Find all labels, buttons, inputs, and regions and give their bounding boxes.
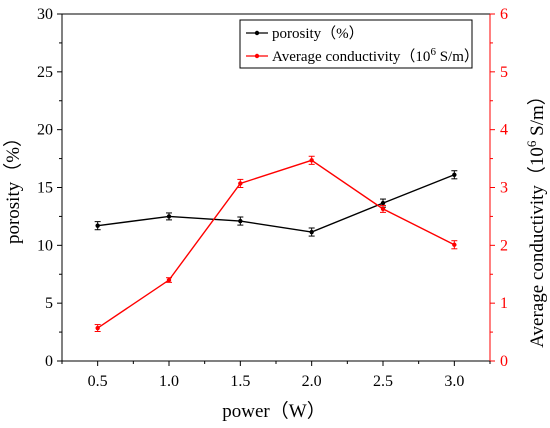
legend-label-porosity: porosity（%）: [272, 25, 364, 42]
left-y-axis-title: porosity（%）: [2, 128, 24, 244]
porosity-point-4: [380, 200, 386, 206]
series-layer: [94, 155, 458, 333]
left-tick-label-3: 15: [37, 180, 53, 197]
legend-box: [239, 19, 473, 69]
left-tick-label-1: 5: [45, 295, 53, 312]
porosity-point-5: [452, 172, 457, 177]
right-tick-label-1: 1: [500, 295, 508, 312]
left-tick-label-0: 0: [45, 353, 53, 370]
right-y-axis-title-rest: S/m）: [526, 86, 548, 140]
x-axis-title: power（W）: [222, 400, 325, 422]
right-tick-label-4: 4: [500, 122, 508, 139]
right-tick-label-0: 0: [500, 353, 508, 370]
conductivity-point-0: [95, 325, 100, 331]
right-y-axis-title-sup: 6: [524, 140, 539, 147]
legend-marker-conductivity: [254, 53, 260, 59]
left-tick-label-4: 20: [37, 122, 53, 139]
x-tick-label-0: 0.5: [88, 373, 108, 390]
legend-label-conductivity-base: Average conductivity（10: [272, 48, 430, 65]
right-tick-label-3: 3: [500, 180, 508, 197]
porosity-point-3: [309, 229, 314, 235]
conductivity-point-3: [309, 158, 314, 163]
left-y-axis: 0 5 10 15 20 25 30: [37, 6, 63, 370]
conductivity-point-2: [238, 181, 243, 186]
conductivity-point-5: [452, 242, 457, 247]
x-tick-label-1: 1.0: [159, 373, 179, 390]
porosity-series-line: [97, 174, 455, 233]
right-y-axis: 0 1 2 3 4 5 6: [489, 6, 508, 370]
right-tick-label-5: 5: [500, 64, 508, 81]
x-tick-label-4: 2.5: [373, 373, 393, 390]
legend-label-conductivity: Average conductivity（106 S/m）: [272, 46, 479, 65]
left-tick-label-2: 10: [37, 237, 53, 254]
porosity-point-0: [95, 223, 100, 228]
conductivity-point-1: [166, 277, 172, 283]
right-tick-label-6: 6: [500, 6, 508, 23]
legend-marker-porosity: [254, 30, 260, 36]
right-y-axis-title: Average conductivity（106 S/m）: [524, 86, 548, 348]
x-axis: 0.5 1.0 1.5 2.0 2.5 3.0: [61, 361, 491, 390]
left-tick-label-5: 25: [37, 64, 53, 81]
legend: porosity（%） Average conductivity（106 S/m…: [239, 19, 479, 69]
conductivity-series-line: [97, 159, 455, 329]
x-tick-label-3: 2.0: [302, 373, 322, 390]
right-tick-label-2: 2: [500, 237, 508, 254]
legend-label-conductivity-rest: S/m）: [436, 48, 479, 65]
x-tick-label-2: 1.5: [230, 373, 250, 390]
conductivity-point-4: [380, 206, 386, 212]
x-tick-label-5: 3.0: [444, 373, 464, 390]
legend-label-conductivity-sup: 6: [430, 46, 436, 58]
right-y-axis-title-base: Average conductivity（10: [526, 147, 548, 348]
porosity-point-2: [238, 218, 243, 224]
left-tick-label-6: 30: [37, 6, 53, 23]
porosity-point-1: [166, 214, 172, 219]
